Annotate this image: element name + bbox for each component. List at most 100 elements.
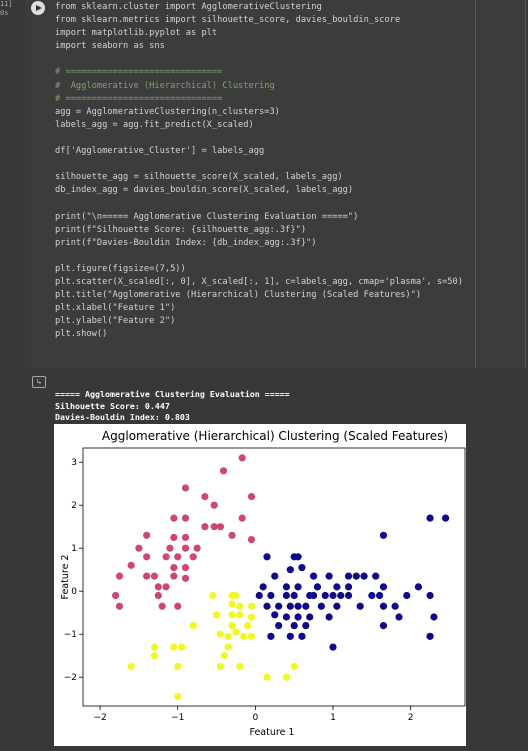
point [426, 514, 434, 522]
point [181, 544, 190, 552]
point [228, 611, 236, 619]
code-line: print("\n===== Agglomerative Clustering … [55, 211, 359, 222]
point [282, 591, 291, 600]
point [344, 583, 353, 591]
point [333, 602, 341, 610]
point [306, 613, 314, 621]
code-line: labels_agg = agg.fit_predict(X_scaled) [55, 119, 254, 130]
code-line: db_index_agg = davies_bouldin_score(X_sc… [55, 185, 354, 196]
point [333, 583, 341, 591]
y-tick-label: 1 [71, 544, 77, 554]
point [212, 611, 221, 619]
point [286, 602, 294, 610]
point [294, 553, 302, 561]
point [150, 652, 159, 660]
output-line: Silhouette Score: 0.447 [55, 400, 170, 411]
code-line: from sklearn.cluster import Agglomerativ… [55, 2, 322, 12]
point [309, 591, 318, 600]
point [220, 652, 228, 660]
point [321, 591, 329, 600]
point [430, 613, 438, 621]
code-block: silhouette_agg = silhouette_score(X_scal… [55, 171, 463, 197]
point [224, 643, 232, 651]
cell-gutter: 11] 0s [0, 0, 13, 18]
point [158, 602, 166, 610]
run-button[interactable] [31, 1, 45, 15]
point [282, 583, 291, 591]
point [282, 673, 291, 681]
output-line: Davies-Bouldin Index: 0.803 [55, 412, 190, 422]
point [181, 484, 190, 492]
point [219, 467, 228, 475]
x-axis-label: Feature 1 [250, 727, 295, 738]
point [244, 621, 252, 630]
output-toggle[interactable]: ↳ [32, 376, 46, 388]
plot-frame [82, 447, 466, 707]
y-axis-label: Feature 2 [60, 555, 71, 600]
point [240, 632, 248, 640]
point [247, 632, 256, 640]
point [267, 632, 275, 640]
code-block: # ============================== # Agglom… [55, 66, 463, 131]
point [216, 662, 225, 671]
point [201, 523, 209, 531]
point [379, 531, 388, 539]
point [216, 523, 225, 531]
point [170, 563, 178, 572]
point [403, 591, 411, 600]
point [247, 492, 256, 501]
point [290, 662, 298, 671]
code-line: plt.show() [55, 329, 108, 340]
code-line: print(f"Silhouette Score: {silhouette_ag… [55, 224, 307, 235]
point [143, 572, 151, 580]
point [112, 591, 120, 600]
point [426, 591, 434, 600]
point [115, 572, 124, 580]
point [379, 583, 388, 591]
point [236, 662, 244, 671]
divider [475, 0, 476, 368]
point [379, 602, 388, 610]
code-line: print(f"Davies-Bouldin Index: {db_index_… [55, 237, 317, 248]
point [181, 563, 190, 572]
point [162, 583, 170, 591]
point [127, 561, 135, 569]
point [282, 613, 291, 621]
point [372, 572, 380, 580]
point [426, 632, 434, 640]
x-tick-label: 1 [330, 713, 336, 723]
point [317, 602, 325, 610]
code-line: # Agglomerative (Hierarchical) Clusterin… [55, 80, 275, 91]
point [143, 531, 151, 539]
code: from sklearn.cluster import Agglomerativ… [55, 1, 463, 355]
point [375, 591, 384, 600]
point [174, 692, 182, 701]
point [174, 602, 182, 610]
code-line: plt.title("Agglomerative (Hierarchical) … [55, 290, 422, 301]
output-line: ===== Agglomerative Clustering Evaluatio… [55, 389, 290, 399]
point [162, 553, 170, 561]
code-line: # ============================== [55, 67, 223, 78]
point [193, 544, 201, 552]
code-block: from sklearn.cluster import Agglomerativ… [55, 1, 463, 53]
point [228, 621, 236, 630]
point [309, 572, 318, 580]
code-block: plt.figure(figsize=(7,5)) plt.scatter(X_s… [55, 263, 463, 342]
point [170, 643, 178, 651]
point [263, 673, 271, 681]
point [275, 621, 283, 630]
point [368, 591, 376, 600]
point [170, 572, 178, 580]
exec-time: 0s [0, 9, 9, 17]
point [360, 572, 368, 580]
point [236, 602, 244, 610]
point [216, 630, 225, 638]
y-tick-label: 0 [71, 587, 77, 597]
point [391, 602, 399, 610]
point [189, 621, 197, 630]
point [232, 628, 240, 636]
y-tick-label: −2 [64, 673, 77, 683]
x-tick-label: 0 [252, 713, 258, 723]
figure-bg [54, 424, 466, 746]
point [414, 583, 423, 591]
